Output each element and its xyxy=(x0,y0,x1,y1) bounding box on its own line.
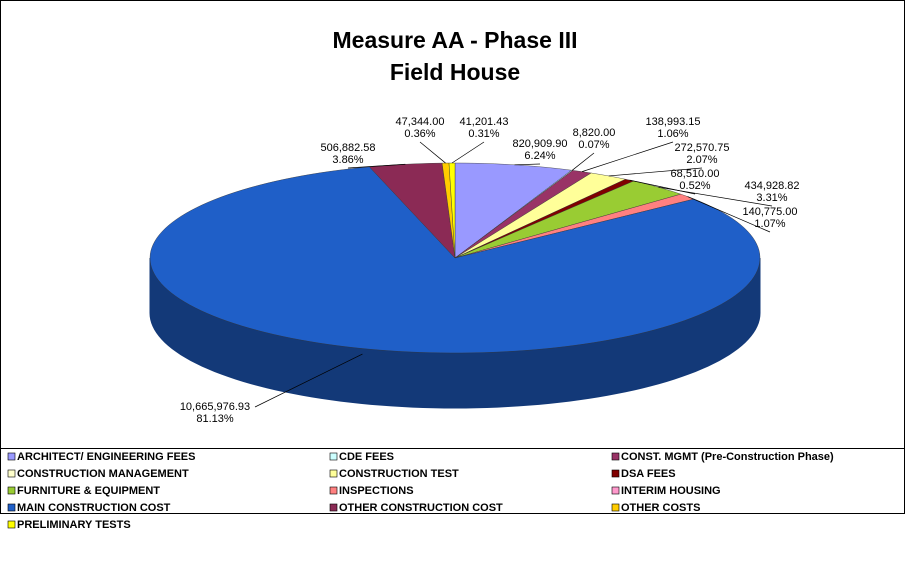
leader-line xyxy=(687,196,771,233)
legend-swatch xyxy=(329,503,338,512)
data-label: 138,993.15 xyxy=(645,116,700,128)
data-label: 140,775.00 xyxy=(742,206,797,218)
legend-label: CONSTRUCTION MANAGEMENT xyxy=(17,468,189,480)
leader-line xyxy=(581,141,674,172)
data-label: 10,665,976.93 xyxy=(180,401,250,413)
slice xyxy=(448,162,456,259)
chart-title: Measure AA - Phase III xyxy=(333,27,578,53)
slice xyxy=(454,162,573,259)
data-label: 68,510.00 xyxy=(671,168,720,180)
leader-line xyxy=(514,163,541,166)
data-label: 1.07% xyxy=(754,218,785,230)
leader-line xyxy=(451,141,485,164)
legend-label: MAIN CONSTRUCTION COST xyxy=(17,502,171,514)
data-label: 434,928.82 xyxy=(744,180,799,192)
legend-swatch xyxy=(7,520,16,529)
leader-line xyxy=(571,152,595,171)
data-label: 6.24% xyxy=(524,150,555,162)
leader-line xyxy=(608,167,703,177)
legend-swatch xyxy=(329,486,338,495)
legend-label: OTHER COSTS xyxy=(621,502,700,514)
legend-swatch xyxy=(611,452,620,461)
legend-label: CONST. MGMT (Pre-Construction Phase) xyxy=(621,451,834,463)
legend-swatch xyxy=(611,486,620,495)
data-label: 0.36% xyxy=(404,128,435,140)
legend-swatch xyxy=(329,469,338,478)
legend-label: OTHER CONSTRUCTION COST xyxy=(339,502,503,514)
legend-box xyxy=(0,448,905,514)
data-label: 0.31% xyxy=(468,128,499,140)
data-label: 272,570.75 xyxy=(674,142,729,154)
legend-swatch xyxy=(7,469,16,478)
legend-label: FURNITURE & EQUIPMENT xyxy=(17,485,160,497)
leader-line xyxy=(419,141,446,164)
legend-swatch xyxy=(7,452,16,461)
slice xyxy=(149,166,761,354)
chart-title: Field House xyxy=(390,59,520,85)
data-label: 820,909.90 xyxy=(512,138,567,150)
leader-line xyxy=(254,353,363,408)
data-label: 1.06% xyxy=(657,128,688,140)
legend-label: ARCHITECT/ ENGINEERING FEES xyxy=(17,451,195,463)
data-label: 0.52% xyxy=(679,180,710,192)
data-label: 0.07% xyxy=(578,139,609,151)
data-label: 81.13% xyxy=(196,413,234,425)
data-label: 8,820.00 xyxy=(573,127,616,139)
data-label: 3.86% xyxy=(332,154,363,166)
legend-swatch xyxy=(611,503,620,512)
leader-line xyxy=(347,163,406,169)
legend-label: CDE FEES xyxy=(339,451,394,463)
data-label: 47,344.00 xyxy=(396,116,445,128)
legend-swatch xyxy=(329,452,338,461)
legend-label: DSA FEES xyxy=(621,468,676,480)
legend-label: INSPECTIONS xyxy=(339,485,414,497)
data-label: 41,201.43 xyxy=(460,116,509,128)
data-label: 3.31% xyxy=(756,192,787,204)
legend-swatch xyxy=(7,486,16,495)
legend-swatch xyxy=(7,503,16,512)
data-label: 506,882.58 xyxy=(320,142,375,154)
leader-line xyxy=(658,186,773,207)
legend-label: CONSTRUCTION TEST xyxy=(339,468,459,480)
legend-label: INTERIM HOUSING xyxy=(621,485,721,497)
legend-swatch xyxy=(611,469,620,478)
data-label: 2.07% xyxy=(686,154,717,166)
legend-label: PRELIMINARY TESTS xyxy=(17,519,131,531)
